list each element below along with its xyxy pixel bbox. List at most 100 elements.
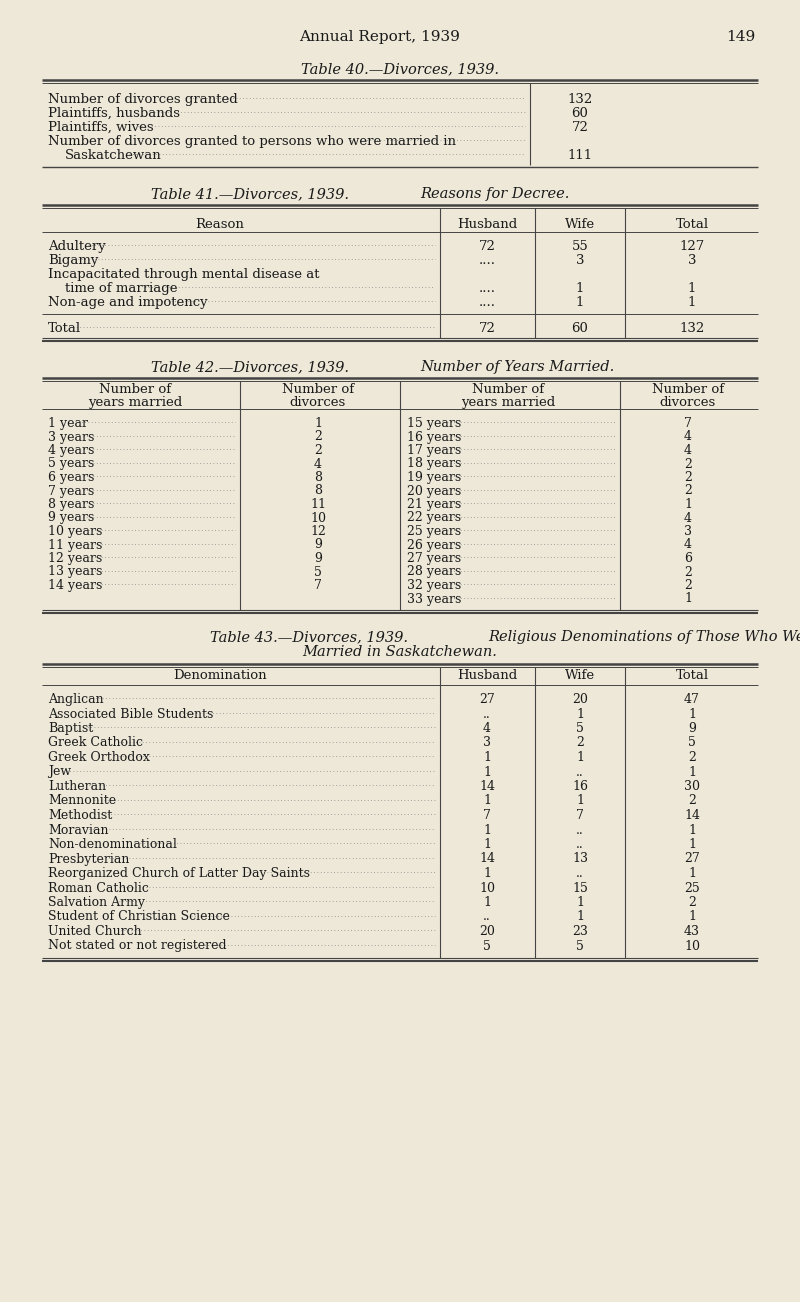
Text: ..: .. [576, 766, 584, 779]
Text: 111: 111 [567, 148, 593, 161]
Text: 27: 27 [684, 853, 700, 866]
Text: Plaintiffs, husbands: Plaintiffs, husbands [48, 107, 180, 120]
Text: 132: 132 [679, 322, 705, 335]
Text: 5: 5 [314, 565, 322, 578]
Text: Number of Years Married.: Number of Years Married. [420, 359, 614, 374]
Text: Non-denominational: Non-denominational [48, 838, 177, 852]
Text: 20 years: 20 years [407, 484, 462, 497]
Text: ....: .... [478, 283, 495, 296]
Text: 5 years: 5 years [48, 457, 94, 470]
Text: 1: 1 [688, 867, 696, 880]
Text: 20: 20 [479, 924, 495, 937]
Text: 22 years: 22 years [407, 512, 461, 525]
Text: 16 years: 16 years [407, 431, 462, 444]
Text: Number of divorces granted: Number of divorces granted [48, 92, 238, 105]
Text: 5: 5 [576, 723, 584, 736]
Text: 2: 2 [688, 751, 696, 764]
Text: 17 years: 17 years [407, 444, 462, 457]
Text: Moravian: Moravian [48, 823, 109, 836]
Text: United Church: United Church [48, 924, 142, 937]
Text: Table 40.—Divorces, 1939.: Table 40.—Divorces, 1939. [301, 62, 499, 76]
Text: years married: years married [88, 396, 182, 409]
Text: 33 years: 33 years [407, 592, 462, 605]
Text: 2: 2 [688, 896, 696, 909]
Text: 2: 2 [688, 794, 696, 807]
Text: 7: 7 [314, 579, 322, 592]
Text: Not stated or not registered: Not stated or not registered [48, 940, 226, 953]
Text: 1: 1 [483, 896, 491, 909]
Text: ..: .. [483, 910, 491, 923]
Text: 1: 1 [688, 838, 696, 852]
Text: Bigamy: Bigamy [48, 254, 98, 267]
Text: Number of: Number of [282, 383, 354, 396]
Text: 5: 5 [483, 940, 491, 953]
Text: 1: 1 [483, 794, 491, 807]
Text: 72: 72 [478, 240, 495, 253]
Text: Greek Catholic: Greek Catholic [48, 737, 143, 750]
Text: 4 years: 4 years [48, 444, 94, 457]
Text: Annual Report, 1939: Annual Report, 1939 [299, 30, 461, 44]
Text: 7: 7 [483, 809, 491, 822]
Text: Lutheran: Lutheran [48, 780, 106, 793]
Text: Methodist: Methodist [48, 809, 112, 822]
Text: ..: .. [576, 823, 584, 836]
Text: 1: 1 [576, 283, 584, 296]
Text: Total: Total [48, 322, 81, 335]
Text: Baptist: Baptist [48, 723, 94, 736]
Text: 25: 25 [684, 881, 700, 894]
Text: 2: 2 [684, 471, 692, 484]
Text: ..: .. [576, 867, 584, 880]
Text: 6: 6 [684, 552, 692, 565]
Text: 1: 1 [688, 283, 696, 296]
Text: 2: 2 [684, 579, 692, 592]
Text: divorces: divorces [290, 396, 346, 409]
Text: 1: 1 [483, 838, 491, 852]
Text: 5: 5 [576, 940, 584, 953]
Text: Reasons for Decree.: Reasons for Decree. [420, 187, 570, 201]
Text: 132: 132 [567, 92, 593, 105]
Text: Adultery: Adultery [48, 240, 106, 253]
Text: 14: 14 [479, 780, 495, 793]
Text: time of marriage: time of marriage [65, 283, 178, 296]
Text: Associated Bible Students: Associated Bible Students [48, 707, 214, 720]
Text: 4: 4 [684, 444, 692, 457]
Text: 72: 72 [571, 121, 589, 134]
Text: 13: 13 [572, 853, 588, 866]
Text: Married in Saskatchewan.: Married in Saskatchewan. [302, 644, 498, 659]
Text: Religious Denominations of Those Who Were: Religious Denominations of Those Who Wer… [488, 630, 800, 644]
Text: 60: 60 [571, 107, 589, 120]
Text: 7: 7 [576, 809, 584, 822]
Text: 3 years: 3 years [48, 431, 94, 444]
Text: 10 years: 10 years [48, 525, 102, 538]
Text: Presbyterian: Presbyterian [48, 853, 130, 866]
Text: 9 years: 9 years [48, 512, 94, 525]
Text: 1: 1 [688, 823, 696, 836]
Text: Table 42.—Divorces, 1939.: Table 42.—Divorces, 1939. [151, 359, 349, 374]
Text: Reorganized Church of Latter Day Saints: Reorganized Church of Latter Day Saints [48, 867, 310, 880]
Text: 2: 2 [684, 565, 692, 578]
Text: Salvation Army: Salvation Army [48, 896, 145, 909]
Text: 6 years: 6 years [48, 471, 94, 484]
Text: Total: Total [675, 217, 709, 230]
Text: 1: 1 [684, 592, 692, 605]
Text: Table 41.—Divorces, 1939.: Table 41.—Divorces, 1939. [151, 187, 349, 201]
Text: 20: 20 [572, 693, 588, 706]
Text: Husband: Husband [457, 669, 517, 682]
Text: ....: .... [478, 296, 495, 309]
Text: 4: 4 [684, 539, 692, 552]
Text: divorces: divorces [660, 396, 716, 409]
Text: 4: 4 [684, 431, 692, 444]
Text: 1: 1 [483, 751, 491, 764]
Text: Mennonite: Mennonite [48, 794, 116, 807]
Text: Husband: Husband [457, 217, 517, 230]
Text: Number of: Number of [99, 383, 171, 396]
Text: 7: 7 [684, 417, 692, 430]
Text: 10: 10 [684, 940, 700, 953]
Text: Number of: Number of [652, 383, 724, 396]
Text: 4: 4 [314, 457, 322, 470]
Text: 1: 1 [576, 896, 584, 909]
Text: 11 years: 11 years [48, 539, 102, 552]
Text: 1: 1 [483, 867, 491, 880]
Text: 2: 2 [314, 431, 322, 444]
Text: 1: 1 [688, 910, 696, 923]
